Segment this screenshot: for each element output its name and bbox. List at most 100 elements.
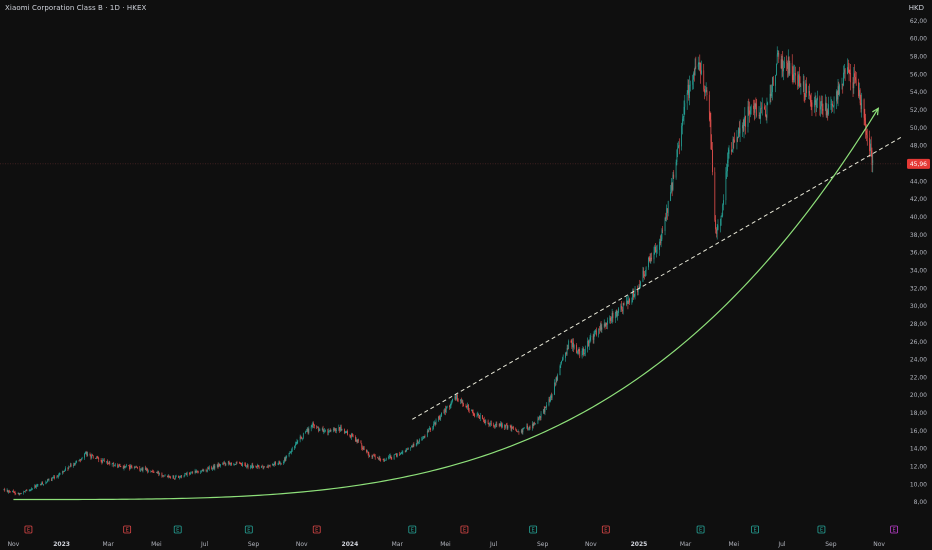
- candle-body: [777, 53, 779, 55]
- candle-body: [203, 469, 205, 472]
- candle-body: [546, 405, 547, 408]
- candle-body: [852, 82, 854, 89]
- candle-body: [870, 143, 871, 152]
- candle-body: [638, 285, 640, 290]
- candle-body: [153, 472, 155, 473]
- candle-body: [41, 482, 43, 485]
- candle-body: [223, 462, 225, 464]
- candle-body: [438, 416, 440, 418]
- candle-body: [185, 473, 186, 474]
- candle-body: [562, 358, 563, 361]
- candle-body: [755, 103, 757, 108]
- candle-body: [233, 464, 235, 466]
- candle-body: [157, 471, 159, 473]
- candle-body: [488, 424, 490, 425]
- candle-body: [261, 465, 263, 467]
- candle-body: [218, 463, 220, 467]
- candle-body: [334, 428, 336, 430]
- candle-body: [535, 423, 536, 425]
- candle-body: [847, 67, 848, 74]
- candle-body: [305, 431, 307, 434]
- candle-body: [739, 128, 741, 134]
- candle-body: [313, 423, 314, 426]
- candle-body: [550, 396, 551, 402]
- candle-body: [106, 461, 107, 462]
- event-marker-label: E: [820, 528, 823, 534]
- candle-body: [417, 440, 419, 443]
- candle-body: [573, 342, 574, 348]
- candle-body: [216, 464, 218, 466]
- candle-body: [73, 464, 75, 466]
- candle-body: [379, 457, 381, 460]
- candle-body: [629, 298, 630, 303]
- candle-body: [660, 239, 662, 244]
- candle-body: [31, 488, 32, 491]
- candle-body: [213, 465, 215, 469]
- candle-body: [350, 435, 352, 438]
- candle-body: [51, 477, 53, 481]
- candle-body: [352, 435, 354, 437]
- candle-body: [529, 426, 531, 429]
- candle-body: [445, 408, 446, 413]
- candle-body: [772, 77, 773, 93]
- candle-body: [760, 108, 761, 119]
- candle-body: [584, 352, 585, 355]
- candle-body: [98, 458, 100, 460]
- candle-body: [361, 443, 363, 448]
- candle-body: [295, 443, 297, 445]
- candle-body: [532, 423, 534, 426]
- candle-body: [291, 450, 292, 453]
- candle-body: [393, 454, 395, 460]
- candle-body: [87, 453, 89, 457]
- candle-body: [655, 246, 656, 253]
- candle-body: [306, 431, 307, 432]
- candle-body: [587, 340, 588, 349]
- candle-body: [520, 430, 522, 433]
- candle-body: [150, 471, 152, 472]
- candle-body: [640, 281, 641, 287]
- x-tick-label: Nov: [8, 541, 20, 548]
- candle-body: [700, 62, 701, 74]
- candle-body: [732, 139, 734, 151]
- candle-body: [631, 300, 633, 303]
- candle-body: [727, 160, 728, 172]
- candle-body: [37, 484, 39, 486]
- candle-body: [753, 108, 755, 113]
- candle-body: [332, 428, 334, 430]
- candle-body: [776, 63, 777, 75]
- candle-body: [778, 53, 780, 60]
- candle-body: [826, 110, 828, 116]
- trendline: [412, 136, 903, 420]
- candle-body: [699, 62, 701, 64]
- candle-body: [460, 399, 462, 403]
- candle-body: [560, 363, 562, 366]
- candle-body: [749, 110, 750, 115]
- candle-body: [654, 246, 656, 253]
- y-axis: 62,00 60,00 58,00 56,00 54,00 52,00 50,00 48,00…: [910, 18, 927, 506]
- y-tick-label: 20,00: [910, 392, 927, 399]
- candle-body: [649, 257, 651, 262]
- candle-body: [722, 204, 724, 216]
- candle-body: [592, 335, 594, 340]
- candle-body: [324, 430, 325, 432]
- candle-body: [822, 109, 824, 111]
- candle-body: [283, 461, 284, 464]
- candle-body: [589, 337, 591, 340]
- candle-body: [174, 476, 176, 479]
- candle-body: [849, 73, 851, 74]
- candle-body: [859, 90, 861, 104]
- candle-body: [50, 479, 52, 481]
- candle-body: [603, 323, 605, 328]
- candle-body: [476, 415, 478, 417]
- candle-body: [662, 230, 664, 232]
- x-tick-label: Sep: [248, 541, 260, 548]
- x-tick-label: Jul: [489, 541, 498, 548]
- candle-body: [689, 84, 691, 86]
- candle-body: [438, 416, 439, 421]
- x-tick-label: 2024: [342, 541, 359, 548]
- candle-body: [268, 465, 269, 467]
- candle-body: [648, 257, 649, 268]
- candle-body: [457, 398, 459, 401]
- candle-body: [196, 470, 198, 473]
